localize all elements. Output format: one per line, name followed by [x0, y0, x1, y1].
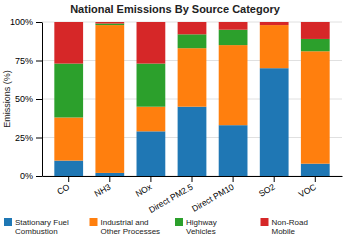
- y-tick-mark: [36, 176, 42, 177]
- x-tick-mark: [150, 176, 151, 182]
- x-axis: CO NH3 NOxDirect PM2.5Direct PM10 SO2 VOC: [43, 176, 343, 215]
- x-tick: SO2: [257, 176, 277, 199]
- bar: [54, 22, 83, 64]
- x-tick-mark: [274, 176, 275, 182]
- y-tick-label: 0%: [20, 171, 33, 181]
- legend-label: Stationary Fuel Combustion: [15, 218, 71, 236]
- x-tick-mark: [315, 176, 316, 182]
- y-axis-title: Emissions (%): [2, 70, 12, 128]
- y-tick: 25%: [15, 133, 42, 143]
- x-tick: CO: [55, 176, 71, 197]
- legend-item: Non-Road Mobile: [261, 218, 311, 236]
- legend-item: Industrial and Other Processes: [90, 218, 161, 236]
- bar: [260, 22, 289, 25]
- bar: [54, 117, 83, 160]
- bar: [219, 125, 248, 176]
- bar: [54, 161, 83, 176]
- x-tick-label: VOC: [297, 182, 318, 200]
- x-tick-label: NH3: [93, 182, 113, 199]
- legend-swatch: [4, 218, 12, 226]
- bar: [219, 45, 248, 125]
- legend-swatch: [90, 218, 98, 226]
- grid: [42, 22, 342, 176]
- x-tick: NOx: [134, 176, 154, 199]
- y-tick-mark: [36, 138, 42, 139]
- bar: [301, 22, 330, 39]
- y-tick: 75%: [15, 56, 42, 66]
- legend-item: Highway Vehicles: [175, 218, 219, 236]
- bar: [95, 24, 124, 26]
- legend-label: Non-Road Mobile: [272, 218, 311, 236]
- bar: [178, 107, 207, 176]
- x-tick-label: Direct PM10: [190, 182, 236, 214]
- y-tick-label: 75%: [15, 56, 33, 66]
- y-tick: 100%: [10, 17, 42, 27]
- series: [54, 25, 329, 173]
- y-tick: 0%: [20, 171, 42, 181]
- x-tick-mark: [192, 176, 193, 182]
- series: [54, 22, 329, 64]
- series: [54, 24, 329, 118]
- bar: [137, 107, 166, 132]
- bar: [95, 22, 124, 24]
- plot-area: 0% 25% 50% 75% 100% CO NH3 NOxDirect PM2.5Direc…: [10, 17, 343, 214]
- bar: [260, 25, 289, 68]
- legend-swatch: [175, 218, 183, 226]
- legend: Stationary Fuel Combustion Industrial and…: [4, 218, 310, 236]
- bar: [95, 25, 124, 173]
- legend-label: Highway Vehicles: [186, 218, 219, 236]
- bar: [178, 34, 207, 48]
- bar: [301, 51, 330, 163]
- legend-label: Industrial and Other Processes: [101, 218, 161, 236]
- x-tick-label: CO: [55, 181, 71, 196]
- y-tick: 50%: [15, 94, 42, 104]
- bar: [219, 30, 248, 45]
- bars: [54, 22, 329, 176]
- x-tick-label: NOx: [134, 181, 154, 199]
- x-tick-mark: [68, 176, 69, 182]
- title: National Emissions By Source Category: [70, 3, 281, 15]
- bar: [137, 64, 166, 107]
- bar: [137, 22, 166, 64]
- chart: National Emissions By Source Category 0% 2…: [0, 0, 350, 240]
- bar: [260, 68, 289, 176]
- bar: [178, 22, 207, 34]
- x-tick: VOC: [297, 176, 318, 200]
- bar: [301, 164, 330, 176]
- bar: [219, 22, 248, 30]
- legend-swatch: [261, 218, 269, 226]
- x-tick-label: SO2: [257, 182, 277, 199]
- x-tick: Direct PM2.5: [147, 176, 195, 215]
- y-axis: 0% 25% 50% 75% 100%: [10, 17, 43, 181]
- y-axis-line: [42, 23, 43, 177]
- y-tick-mark: [36, 22, 42, 23]
- y-tick-label: 50%: [15, 94, 33, 104]
- x-tick-mark: [233, 176, 234, 182]
- legend-item: Stationary Fuel Combustion: [4, 218, 71, 236]
- bar: [137, 131, 166, 176]
- x-tick-label: Direct PM2.5: [147, 182, 195, 215]
- bar: [95, 173, 124, 176]
- y-tick-label: 100%: [10, 17, 33, 27]
- bar: [54, 64, 83, 118]
- y-tick-mark: [36, 61, 42, 62]
- x-tick: NH3: [93, 176, 113, 199]
- x-tick-mark: [109, 176, 110, 182]
- bar: [178, 48, 207, 107]
- bar: [301, 39, 330, 51]
- y-tick-mark: [36, 99, 42, 100]
- x-tick: Direct PM10: [190, 176, 236, 214]
- y-tick-label: 25%: [15, 133, 33, 143]
